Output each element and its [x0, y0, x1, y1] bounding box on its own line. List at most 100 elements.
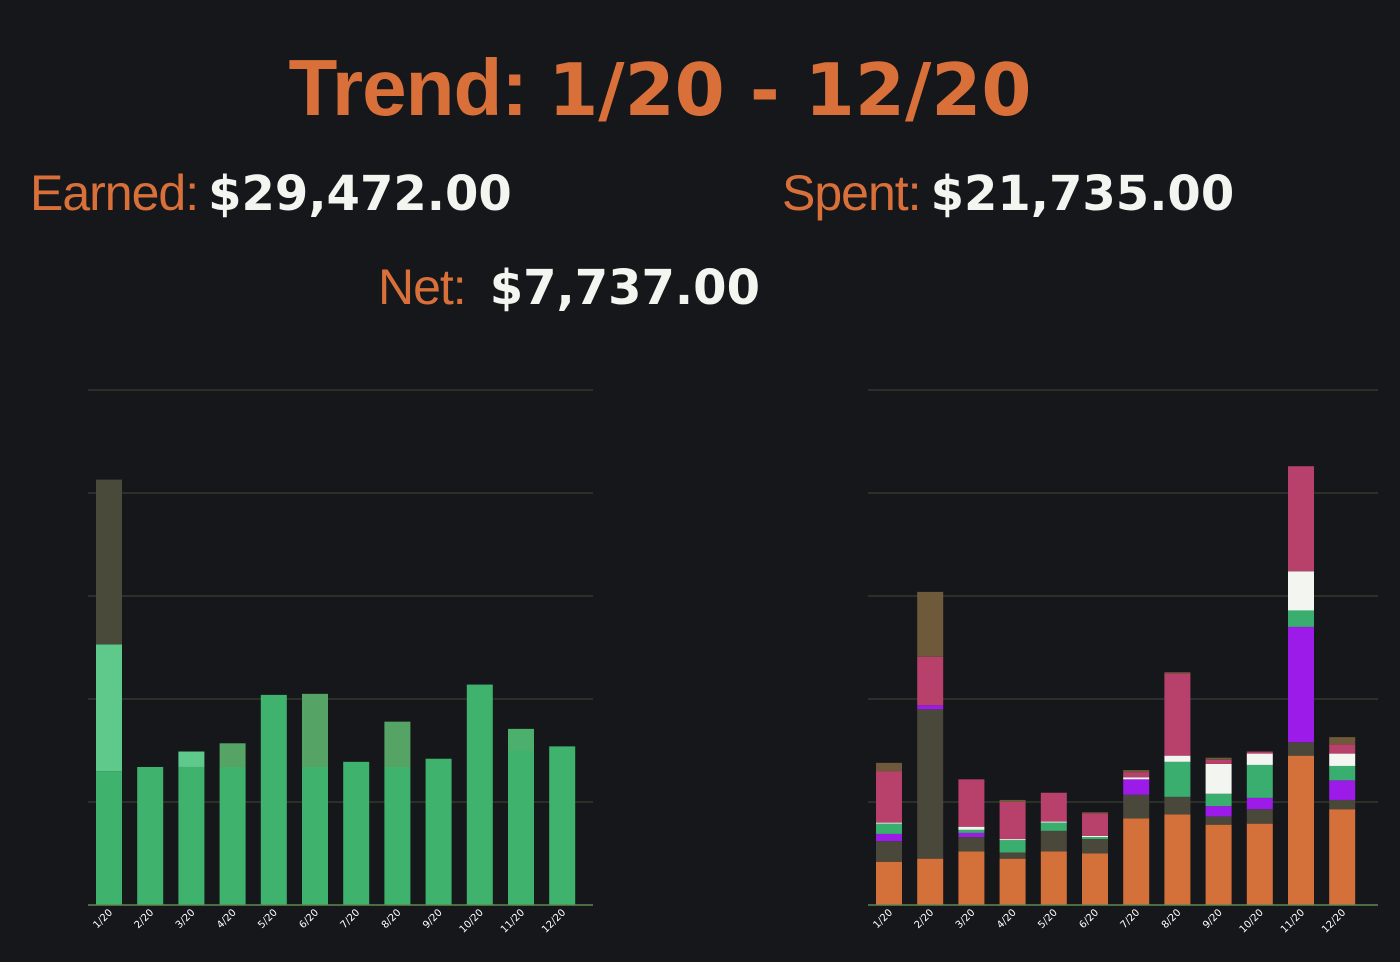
- spent-bar-6-segment-0: [1123, 818, 1150, 905]
- spent-x-tick-label: 4/20: [995, 907, 1019, 931]
- earned-bar-10-segment-0: [508, 750, 534, 905]
- earned-bar-10-segment-3: [508, 728, 534, 751]
- spent-x-tick-label: 11/20: [1279, 907, 1307, 935]
- spent-bar-8-segment-6: [1205, 757, 1232, 760]
- title-range: 1/20 - 12/20: [548, 48, 1032, 132]
- earned-bar-4-segment-0: [260, 694, 287, 905]
- spent-bar-11-segment-2: [1329, 780, 1356, 800]
- earned-x-tick-label: 6/20: [297, 907, 321, 931]
- spent-bar-4-segment-4: [1040, 821, 1067, 823]
- spent-bar-4-segment-0: [1040, 851, 1067, 905]
- spent-bar-10-segment-1: [1288, 742, 1314, 756]
- spent-bar-3-segment-4: [999, 839, 1026, 841]
- spent-bar-9-segment-2: [1246, 797, 1273, 810]
- spent-bar-10-segment-3: [1288, 610, 1314, 627]
- spent-x-tick-label: 2/20: [913, 907, 937, 931]
- earned-x-tick-label: 3/20: [174, 907, 198, 931]
- spent-bar-3-segment-3: [999, 840, 1026, 853]
- earned-x-tick-label: 10/20: [458, 907, 486, 935]
- spent-bar-11-segment-5: [1329, 744, 1356, 754]
- spent-bar-7-segment-1: [1164, 796, 1191, 815]
- earned-bar-3-segment-2: [219, 743, 246, 767]
- spent-bar-7-segment-3: [1164, 761, 1191, 797]
- spent-bar-4-segment-5: [1040, 792, 1067, 822]
- spent-bar-1-segment-1: [917, 709, 944, 859]
- spent-x-tick-label: 9/20: [1201, 907, 1225, 931]
- spent-x-tick-label: 10/20: [1238, 907, 1266, 935]
- earned-bar-11-segment-0: [549, 746, 576, 905]
- spent-bar-8-segment-0: [1205, 824, 1232, 905]
- spent-bar-9-segment-3: [1246, 764, 1273, 798]
- earned-bar-0-segment-0: [96, 771, 122, 905]
- spent-bar-3-segment-0: [999, 858, 1026, 905]
- spent-bar-2-segment-4: [958, 826, 985, 830]
- spent-bar-9-segment-0: [1246, 823, 1273, 905]
- spent-x-tick-label: 7/20: [1119, 907, 1143, 931]
- spent-bar-2-segment-5: [958, 779, 985, 827]
- page-title: Trend: 1/20 - 12/20: [0, 40, 1320, 138]
- spent-bar-2-segment-3: [958, 829, 985, 833]
- earned-bar-8-segment-0: [425, 758, 452, 905]
- spent-bar-1-segment-0: [917, 858, 944, 905]
- earned-x-tick-label: 5/20: [256, 907, 280, 931]
- spent-bar-5-segment-4: [1082, 835, 1108, 838]
- spent-bar-5-segment-0: [1082, 853, 1108, 905]
- spent-bar-8-segment-3: [1205, 793, 1232, 807]
- spent-bar-0-segment-6: [876, 762, 902, 772]
- spent-bar-10-segment-2: [1288, 626, 1314, 743]
- net-value: $7,737.00: [489, 260, 760, 316]
- spent-bar-0-segment-4: [876, 822, 902, 824]
- spent-summary: Spent: $21,735.00: [782, 164, 1234, 222]
- spent-bar-3-segment-6: [999, 799, 1026, 802]
- spent-bar-4-segment-3: [1040, 822, 1067, 831]
- spent-bar-6-segment-1: [1123, 794, 1150, 819]
- earned-bar-0-segment-4: [96, 479, 122, 645]
- spent-x-tick-label: 6/20: [1077, 907, 1101, 931]
- earned-summary: Earned: $29,472.00: [30, 164, 512, 222]
- earned-label: Earned:: [30, 165, 199, 221]
- spent-bar-6-segment-4: [1123, 777, 1150, 780]
- earned-x-tick-label: 8/20: [380, 907, 404, 931]
- spent-bar-3-segment-1: [999, 852, 1026, 859]
- earned-bar-1-segment-0: [137, 766, 164, 905]
- earned-x-tick-label: 11/20: [499, 907, 527, 935]
- spent-bar-0-segment-3: [876, 823, 902, 834]
- spent-bar-11-segment-3: [1329, 765, 1356, 781]
- spent-bar-2-segment-2: [958, 832, 985, 838]
- spent-bar-7-segment-0: [1164, 814, 1191, 905]
- spent-bar-11-segment-4: [1329, 753, 1356, 766]
- spent-x-tick-label: 1/20: [871, 907, 895, 931]
- earned-x-tick-label: 9/20: [421, 907, 445, 931]
- spent-bar-1-segment-5: [917, 656, 944, 706]
- earned-bar-7-segment-2: [384, 721, 411, 767]
- earned-bar-3-segment-0: [219, 766, 246, 905]
- spent-bar-6-segment-2: [1123, 779, 1150, 795]
- earned-value: $29,472.00: [208, 166, 512, 222]
- earned-bar-5-segment-2: [302, 693, 328, 767]
- spent-bar-7-segment-5: [1164, 673, 1191, 756]
- spent-bar-10-segment-4: [1288, 571, 1314, 611]
- spent-label: Spent:: [782, 165, 922, 221]
- earned-x-tick-label: 4/20: [215, 907, 239, 931]
- net-summary: Net: $7,737.00: [378, 258, 760, 316]
- spent-bar-8-segment-1: [1205, 816, 1232, 825]
- spent-x-tick-label: 12/20: [1320, 907, 1348, 935]
- spent-bar-2-segment-0: [958, 851, 985, 905]
- earned-x-tick-label: 7/20: [339, 907, 363, 931]
- spent-bar-6-segment-5: [1123, 772, 1150, 778]
- spent-bar-9-segment-1: [1246, 809, 1273, 824]
- spent-bar-1-segment-6: [917, 591, 944, 657]
- spent-x-tick-label: 3/20: [954, 907, 978, 931]
- spent-bar-11-segment-6: [1329, 737, 1356, 745]
- earned-x-tick-label: 2/20: [133, 907, 157, 931]
- spent-bar-8-segment-2: [1205, 806, 1232, 817]
- spent-bar-0-segment-1: [876, 841, 902, 862]
- earned-bar-9-segment-0: [466, 684, 493, 905]
- spent-bar-11-segment-0: [1329, 809, 1356, 905]
- spent-x-tick-label: 5/20: [1036, 907, 1060, 931]
- earned-bar-6-segment-0: [343, 761, 370, 905]
- spent-bar-5-segment-3: [1082, 837, 1108, 840]
- spent-bar-7-segment-4: [1164, 755, 1191, 762]
- spent-bar-0-segment-0: [876, 861, 902, 905]
- earned-x-tick-label: 12/20: [540, 907, 568, 935]
